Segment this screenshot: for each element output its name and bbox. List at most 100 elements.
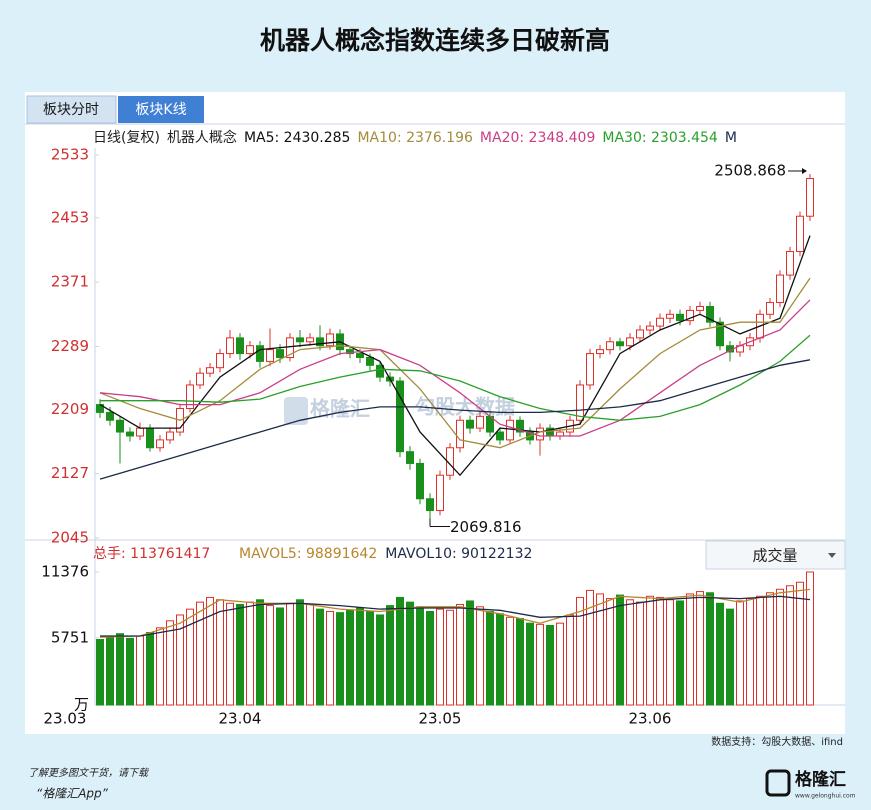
y-tick-label: 11376: [41, 563, 89, 581]
volume-bar: [706, 592, 714, 706]
dropdown-arrow: [828, 553, 836, 558]
ma-line: [99, 235, 811, 477]
annotation: 2069.816: [450, 518, 522, 536]
tab-active[interactable]: [118, 96, 204, 123]
volume-bar: [756, 595, 764, 706]
volume-bar: [556, 622, 564, 706]
volume-bar: [676, 600, 684, 706]
legend-item: MA10: 2376.196: [357, 130, 473, 146]
volume-bar: [696, 591, 704, 706]
candle-body: [306, 337, 314, 343]
candle-body: [426, 498, 434, 512]
candle-body: [456, 419, 464, 449]
candle-body: [106, 411, 114, 421]
candle-body: [216, 353, 224, 369]
volume-bar: [746, 598, 754, 706]
candle-body: [146, 427, 154, 449]
volume-bar: [326, 610, 334, 706]
tab-label: 板块K线: [135, 102, 186, 118]
x-tick-label: 23.03: [44, 710, 87, 728]
candle-body: [116, 419, 124, 433]
volume-bar: [576, 596, 584, 706]
volume-bar: [206, 596, 214, 706]
volume-bar: [506, 616, 514, 706]
x-tick-label: 23.05: [419, 710, 462, 728]
volume-bar: [636, 601, 644, 706]
candle-body: [166, 431, 174, 441]
volume-bar: [616, 594, 624, 706]
dropdown[interactable]: [705, 540, 846, 570]
ma-line: [99, 277, 811, 449]
candle-body: [706, 305, 714, 323]
candle-body: [516, 419, 524, 433]
volume-bar: [586, 589, 594, 706]
candle-body: [186, 384, 194, 410]
volume-bar: [716, 602, 724, 706]
candle-body: [666, 313, 674, 319]
ma-line: [99, 588, 811, 638]
candle-body: [206, 367, 214, 374]
volume-bar: [406, 601, 414, 706]
y-tick-label: 2533: [51, 146, 89, 164]
volume-bar: [416, 606, 424, 706]
volume-bar: [116, 633, 124, 706]
candle-body: [376, 364, 384, 378]
volume-bar: [686, 593, 694, 706]
candle-body: [236, 337, 244, 355]
logo: 格隆汇: [795, 769, 846, 790]
candle-body: [136, 427, 144, 437]
y-tick-label: 2453: [51, 208, 89, 226]
volume-bar: [486, 610, 494, 706]
volume-bar: [476, 606, 484, 706]
candle-body: [196, 372, 204, 386]
volume-bar: [536, 623, 544, 706]
volume-bar: [656, 596, 664, 706]
candle-body: [576, 384, 584, 421]
volume-bar: [216, 599, 224, 706]
candle-body: [246, 345, 254, 355]
volume-bar: [376, 614, 384, 706]
ma-line: [100, 595, 811, 637]
candle-body: [466, 419, 474, 429]
logo-site: www.gelonghui.com: [795, 793, 856, 800]
volume-bar: [436, 608, 444, 706]
candle-body: [256, 345, 264, 362]
volume-bar: [276, 607, 284, 706]
volume-header: 总手: 113761417: [93, 546, 210, 562]
footer-text: 了解更多图文干货，请下载: [28, 767, 150, 779]
candle-body: [786, 251, 794, 276]
y-tick-label: 万: [74, 696, 89, 714]
candle-body: [276, 349, 284, 358]
volume-bar: [176, 614, 184, 706]
candle-body: [286, 337, 294, 358]
tab-label: 板块分时: [43, 102, 99, 118]
volume-bar: [366, 610, 374, 706]
volume-bar: [126, 637, 134, 706]
y-tick-label: 5751: [51, 628, 89, 646]
candle-body: [626, 337, 634, 347]
candle-body: [296, 337, 304, 343]
volume-bar: [146, 632, 154, 706]
candle-body: [156, 439, 164, 449]
volume-bar: [296, 599, 304, 706]
candle-body: [316, 337, 324, 347]
y-tick-label: 2127: [51, 464, 89, 482]
volume-bar: [606, 598, 614, 706]
volume-bar: [256, 599, 264, 706]
candle-body: [506, 419, 514, 441]
volume-bar: [736, 600, 744, 706]
volume-bar: [156, 627, 164, 706]
volume-bar: [306, 603, 314, 706]
tab[interactable]: [26, 95, 117, 124]
x-tick-label: 23.06: [629, 710, 672, 728]
candle-body: [356, 353, 364, 358]
watermark: 勾股大数据: [415, 395, 515, 419]
volume-bar: [136, 635, 144, 706]
volume-bar: [316, 608, 324, 706]
y-tick-label: 2209: [51, 400, 89, 418]
x-tick-label: 23.04: [219, 710, 262, 728]
candle-body: [636, 329, 644, 339]
candle-body: [496, 431, 504, 441]
source: 数据支持：勾股大数据、ifind: [711, 735, 843, 748]
footer-app: “格隆汇App”: [36, 787, 109, 801]
